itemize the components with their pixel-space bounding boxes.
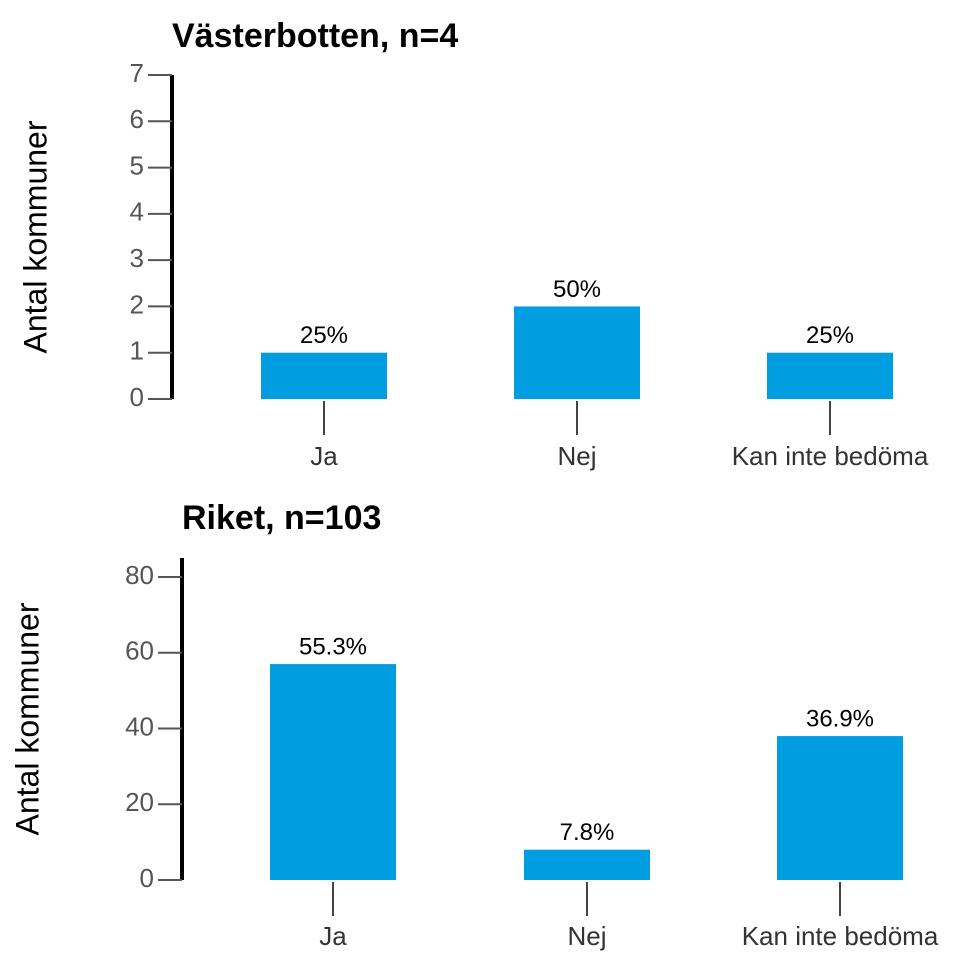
y-tick-label: 7	[130, 58, 144, 88]
chart-title: Västerbotten, n=4	[172, 17, 458, 55]
y-tick-label: 4	[130, 197, 144, 227]
y-tick-label: 1	[130, 336, 144, 366]
x-tick-label: Nej	[557, 441, 596, 471]
y-tick-label: 2	[130, 289, 144, 319]
y-tick-label: 0	[130, 382, 144, 412]
x-tick-label: Ja	[310, 441, 338, 471]
data-label: 36.9%	[806, 705, 874, 732]
data-label: 25%	[300, 322, 348, 349]
bar	[524, 849, 650, 880]
x-tick-label: Ja	[319, 921, 347, 951]
bar	[777, 736, 903, 880]
x-tick-label: Nej	[567, 921, 606, 951]
x-tick-label: Kan inte bedöma	[742, 921, 939, 951]
data-label: 7.8%	[560, 819, 615, 846]
bar	[767, 352, 893, 399]
y-tick-label: 20	[125, 787, 154, 817]
y-tick-label: 40	[125, 711, 154, 741]
bar	[514, 306, 640, 399]
x-tick-label: Kan inte bedöma	[732, 441, 929, 471]
data-label: 50%	[553, 276, 601, 303]
data-label: 55.3%	[299, 633, 367, 660]
y-axis-label: Antal kommuner	[9, 602, 45, 835]
y-tick-label: 60	[125, 636, 154, 666]
data-label: 25%	[806, 322, 854, 349]
y-tick-label: 5	[130, 150, 144, 180]
chart-title: Riket, n=103	[182, 499, 381, 537]
bar	[261, 352, 387, 399]
y-tick-label: 0	[140, 863, 154, 893]
bar	[270, 664, 396, 880]
y-tick-label: 3	[130, 243, 144, 273]
y-tick-label: 80	[125, 560, 154, 590]
y-axis-label: Antal kommuner	[17, 120, 53, 353]
y-tick-label: 6	[130, 104, 144, 134]
